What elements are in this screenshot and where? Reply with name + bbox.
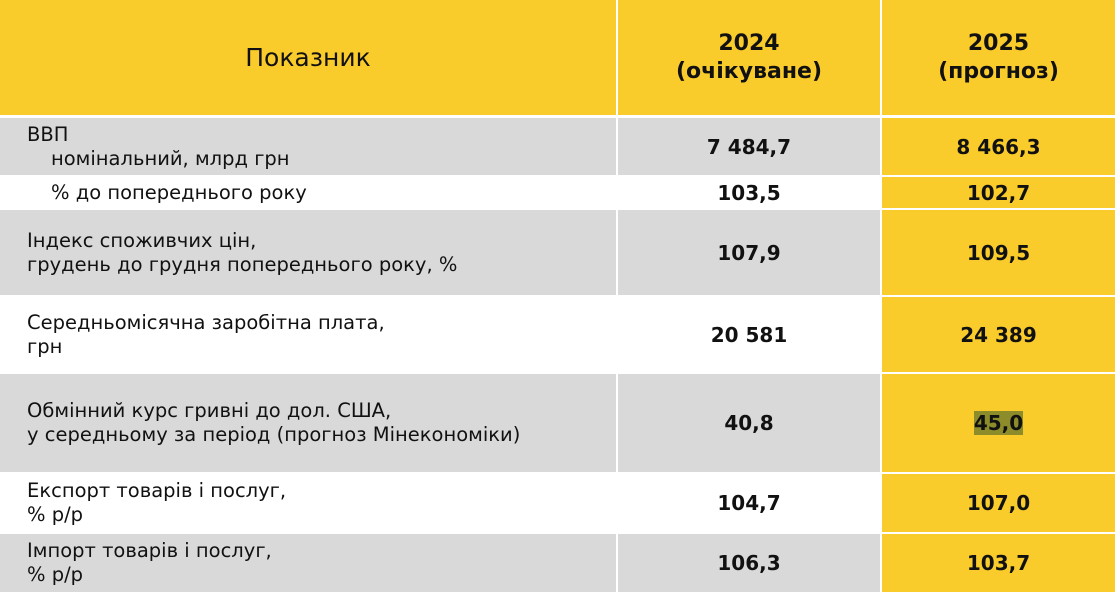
table-row-label: ВВП номінальний, млрд грн: [0, 118, 616, 175]
header-indicator: Показник: [0, 0, 616, 115]
header-2025-year: 2025: [967, 30, 1030, 56]
value-2024: 7 484,7: [618, 118, 880, 175]
value-2025: 103,7: [882, 534, 1115, 592]
label-line: % р/р: [27, 563, 84, 586]
table-row-label: Імпорт товарів і послуг, % р/р: [0, 534, 616, 592]
header-indicator-label: Показник: [245, 42, 371, 72]
value-2025: 107,0: [882, 474, 1115, 532]
value-2024: 104,7: [618, 474, 880, 532]
label-line: % до попереднього року: [51, 180, 307, 204]
table-row-label: Середньомісячна заробітна плата, грн: [0, 297, 616, 372]
value-2024: 107,9: [618, 210, 880, 295]
label-line: у середньому за період (прогноз Мінеконо…: [27, 423, 521, 446]
value-2025: 45,0: [882, 374, 1115, 472]
header-2024-note: (очікуване): [675, 58, 823, 84]
label-line: Індекс споживчих цін,: [27, 228, 257, 252]
highlighted-value: 45,0: [973, 411, 1024, 435]
table-row-label: Індекс споживчих цін, грудень до грудня …: [0, 210, 616, 295]
label-line: Імпорт товарів і послуг,: [27, 539, 272, 562]
value-2024: 40,8: [618, 374, 880, 472]
label-line: грн: [27, 334, 63, 358]
label-line: грудень до грудня попереднього року, %: [27, 252, 458, 276]
label-line: Обмінний курс гривні до дол. США,: [27, 399, 392, 422]
table-row-label: Експорт товарів і послуг, % р/р: [0, 474, 616, 532]
value-2025: 24 389: [882, 297, 1115, 372]
table-row-label: Обмінний курс гривні до дол. США, у сере…: [0, 374, 616, 472]
value-2024: 103,5: [618, 177, 880, 208]
label-line: номінальний, млрд грн: [51, 146, 290, 170]
header-2025: 2025 (прогноз): [882, 0, 1115, 115]
value-2025: 102,7: [882, 177, 1115, 208]
value-2025: 8 466,3: [882, 118, 1115, 175]
header-2025-note: (прогноз): [938, 58, 1059, 84]
value-2024: 106,3: [618, 534, 880, 592]
value-2025: 109,5: [882, 210, 1115, 295]
label-line: Середньомісячна заробітна плата,: [27, 310, 385, 334]
value-2024: 20 581: [618, 297, 880, 372]
header-2024-year: 2024: [718, 30, 780, 56]
label-line: ВВП: [27, 122, 69, 146]
table-row-label: % до попереднього року: [0, 177, 616, 208]
label-line: Експорт товарів і послуг,: [27, 479, 287, 502]
header-2024: 2024 (очікуване): [618, 0, 880, 115]
label-line: % р/р: [27, 503, 84, 526]
